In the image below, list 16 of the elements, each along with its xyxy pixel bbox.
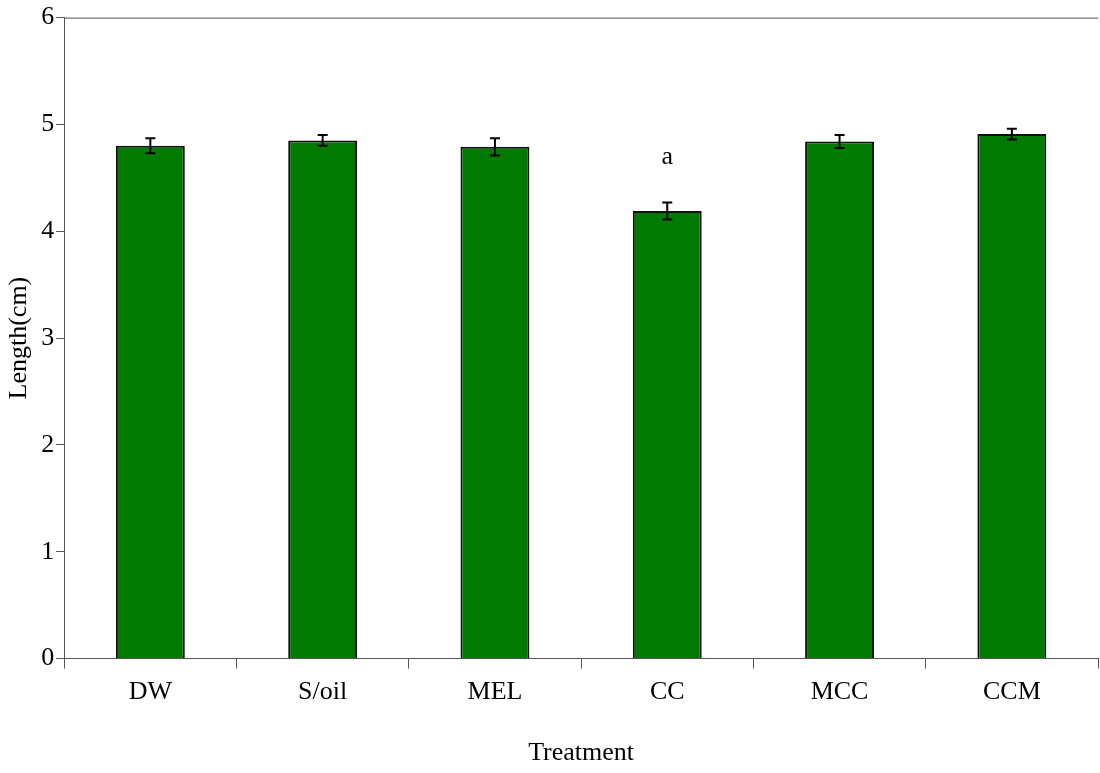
y-tick-label: 6 bbox=[41, 1, 55, 31]
annotation: a bbox=[661, 141, 674, 171]
x-tick-label: MEL bbox=[467, 676, 523, 706]
y-tick-label: 4 bbox=[41, 215, 55, 245]
y-tick-label: 2 bbox=[41, 428, 55, 458]
x-axis-title: Treatment bbox=[528, 737, 635, 767]
y-axis-title: Length(cm) bbox=[3, 276, 33, 400]
x-tick-label: S/oil bbox=[298, 676, 348, 706]
x-tick-label: CCM bbox=[982, 676, 1041, 706]
x-tick-label: CC bbox=[649, 676, 685, 706]
y-tick-label: 3 bbox=[41, 321, 55, 351]
x-tick-label: MCC bbox=[810, 676, 869, 706]
x-tick-label: DW bbox=[128, 676, 173, 706]
y-tick-label: 5 bbox=[41, 108, 55, 138]
y-tick-label: 1 bbox=[41, 535, 55, 565]
y-tick-label: 0 bbox=[41, 642, 55, 672]
